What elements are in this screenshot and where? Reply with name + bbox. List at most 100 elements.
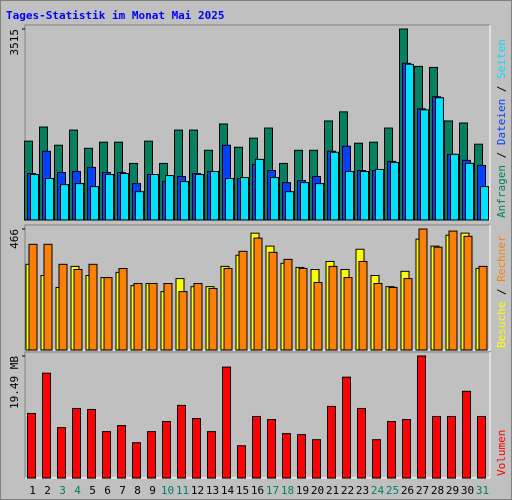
bar [147,431,156,479]
bar [313,281,323,351]
bar [87,408,96,479]
y-tick-label: 19.49 MB [8,356,21,409]
y-tick-label: 466 [8,229,21,249]
legend-separator: / [495,145,508,165]
bar [73,269,83,351]
bar [177,404,186,479]
bar [345,170,354,221]
bar [312,439,321,479]
bar [253,237,263,351]
bar [388,286,398,351]
bar [373,283,383,351]
bar [75,183,84,221]
x-tick-label: 11 [176,484,189,497]
legend: Volumen [495,430,508,476]
legend-separator: / [495,282,508,302]
bar [435,97,444,221]
bar [330,151,339,221]
x-tick-label: 31 [476,484,489,497]
bar [403,278,413,351]
x-tick-label: 1 [29,484,36,497]
bar [45,178,54,221]
x-tick-label: 28 [431,484,444,497]
bar [328,265,338,351]
bar [448,230,458,351]
bar [210,170,219,221]
legend-entry: Rechner [495,235,508,282]
bar [223,267,233,351]
bar [105,174,114,221]
bar [283,258,293,351]
bar [148,283,158,351]
bar [132,442,141,479]
bar [477,415,486,479]
legend-entry: Volumen [495,430,508,476]
bar [402,419,411,479]
chart-title: Tages-Statistik im Monat Mai 2025 [6,9,225,22]
bar [433,246,443,351]
bar [208,287,218,351]
bar [372,439,381,479]
bar [225,178,234,221]
bar [193,283,203,351]
bar [42,372,51,479]
bar [268,251,278,351]
bar [343,277,353,351]
bar [342,376,351,479]
bar [135,191,144,221]
legend-entry: Besuche [495,302,508,348]
bar [133,283,143,351]
bar [120,173,129,221]
x-tick-label: 13 [206,484,219,497]
bar [387,421,396,479]
legend-entry: Seiten [495,39,508,79]
x-tick-label: 19 [296,484,309,497]
bar [28,243,38,351]
bar [327,405,336,479]
bar [252,415,261,479]
bar [30,174,39,221]
bar [360,170,369,221]
bar [465,162,474,221]
bar [405,63,414,221]
legend: Anfragen / Dateien / Seiten [495,39,508,218]
bar [417,355,426,479]
bar [57,427,66,479]
y-tick-label: 3515 [8,29,21,56]
bar [462,390,471,479]
bar [282,433,291,479]
bar [117,425,126,479]
bar [358,260,368,351]
x-tick-label: 30 [461,484,474,497]
x-tick-label: 4 [74,484,81,497]
legend-entry: Dateien [495,99,508,145]
bar [357,407,366,479]
x-tick-label: 9 [149,484,156,497]
x-tick-label: 23 [356,484,369,497]
bar [162,421,171,479]
x-tick-label: 2 [44,484,51,497]
x-tick-label: 14 [221,484,235,497]
bar [103,277,113,351]
x-tick-label: 15 [236,484,249,497]
legend-separator: / [495,79,508,99]
bar [192,418,201,479]
x-tick-label: 27 [416,484,429,497]
bar [463,235,473,351]
bar [418,228,428,351]
bar [315,183,324,221]
bar [237,445,246,479]
legend-entry: Anfragen [495,165,508,218]
x-tick-label: 7 [119,484,126,497]
bar [207,431,216,479]
bar [390,161,399,221]
bar [480,186,489,221]
bar [163,283,173,351]
bar [240,177,249,221]
x-tick-label: 22 [341,484,354,497]
x-tick-label: 21 [326,484,339,497]
bar [267,419,276,479]
bar [195,174,204,221]
